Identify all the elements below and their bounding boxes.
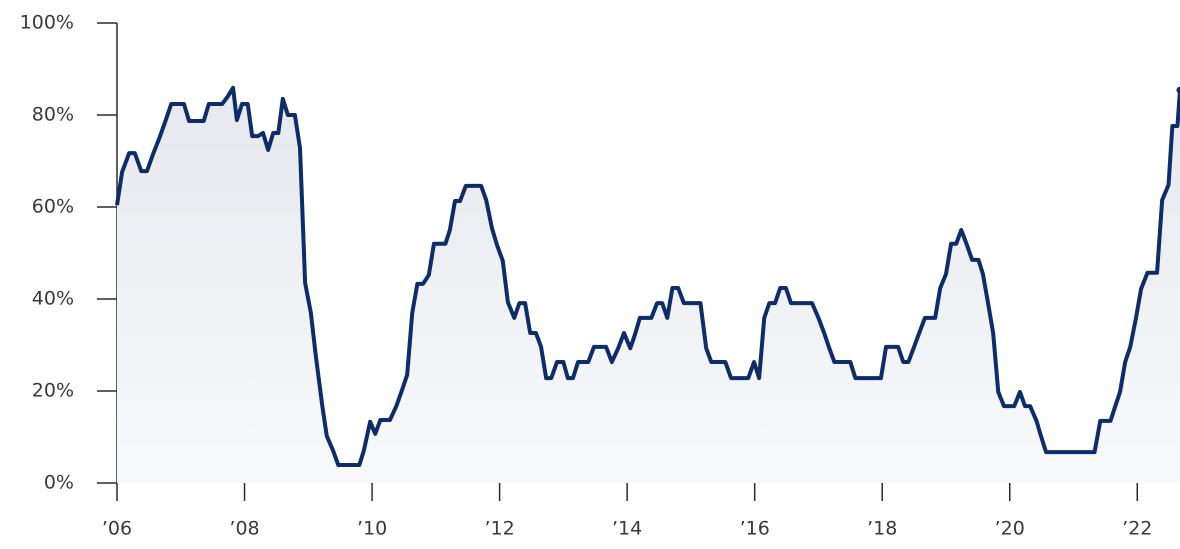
x-tick-label: ’14 — [612, 518, 642, 540]
y-tick-label: 20% — [32, 380, 74, 402]
x-tick-label: ’12 — [484, 518, 514, 540]
y-tick-label: 40% — [32, 288, 74, 310]
x-tick-label: ’18 — [867, 518, 897, 540]
y-tick-label: 80% — [32, 104, 74, 126]
y-tick-label: 60% — [32, 196, 74, 218]
x-tick-label: ’20 — [995, 518, 1025, 540]
y-tick-label: 0% — [44, 472, 74, 494]
x-tick-label: ’08 — [229, 518, 259, 540]
end-point — [1176, 86, 1180, 94]
y-tick-label: 100% — [20, 12, 74, 34]
x-tick-label: ’22 — [1122, 518, 1152, 540]
x-tick-label: ’06 — [102, 518, 132, 540]
x-tick-label: ’10 — [357, 518, 387, 540]
area — [117, 87, 1180, 484]
line — [115, 85, 1180, 468]
x-tick-label: ’16 — [740, 518, 770, 540]
